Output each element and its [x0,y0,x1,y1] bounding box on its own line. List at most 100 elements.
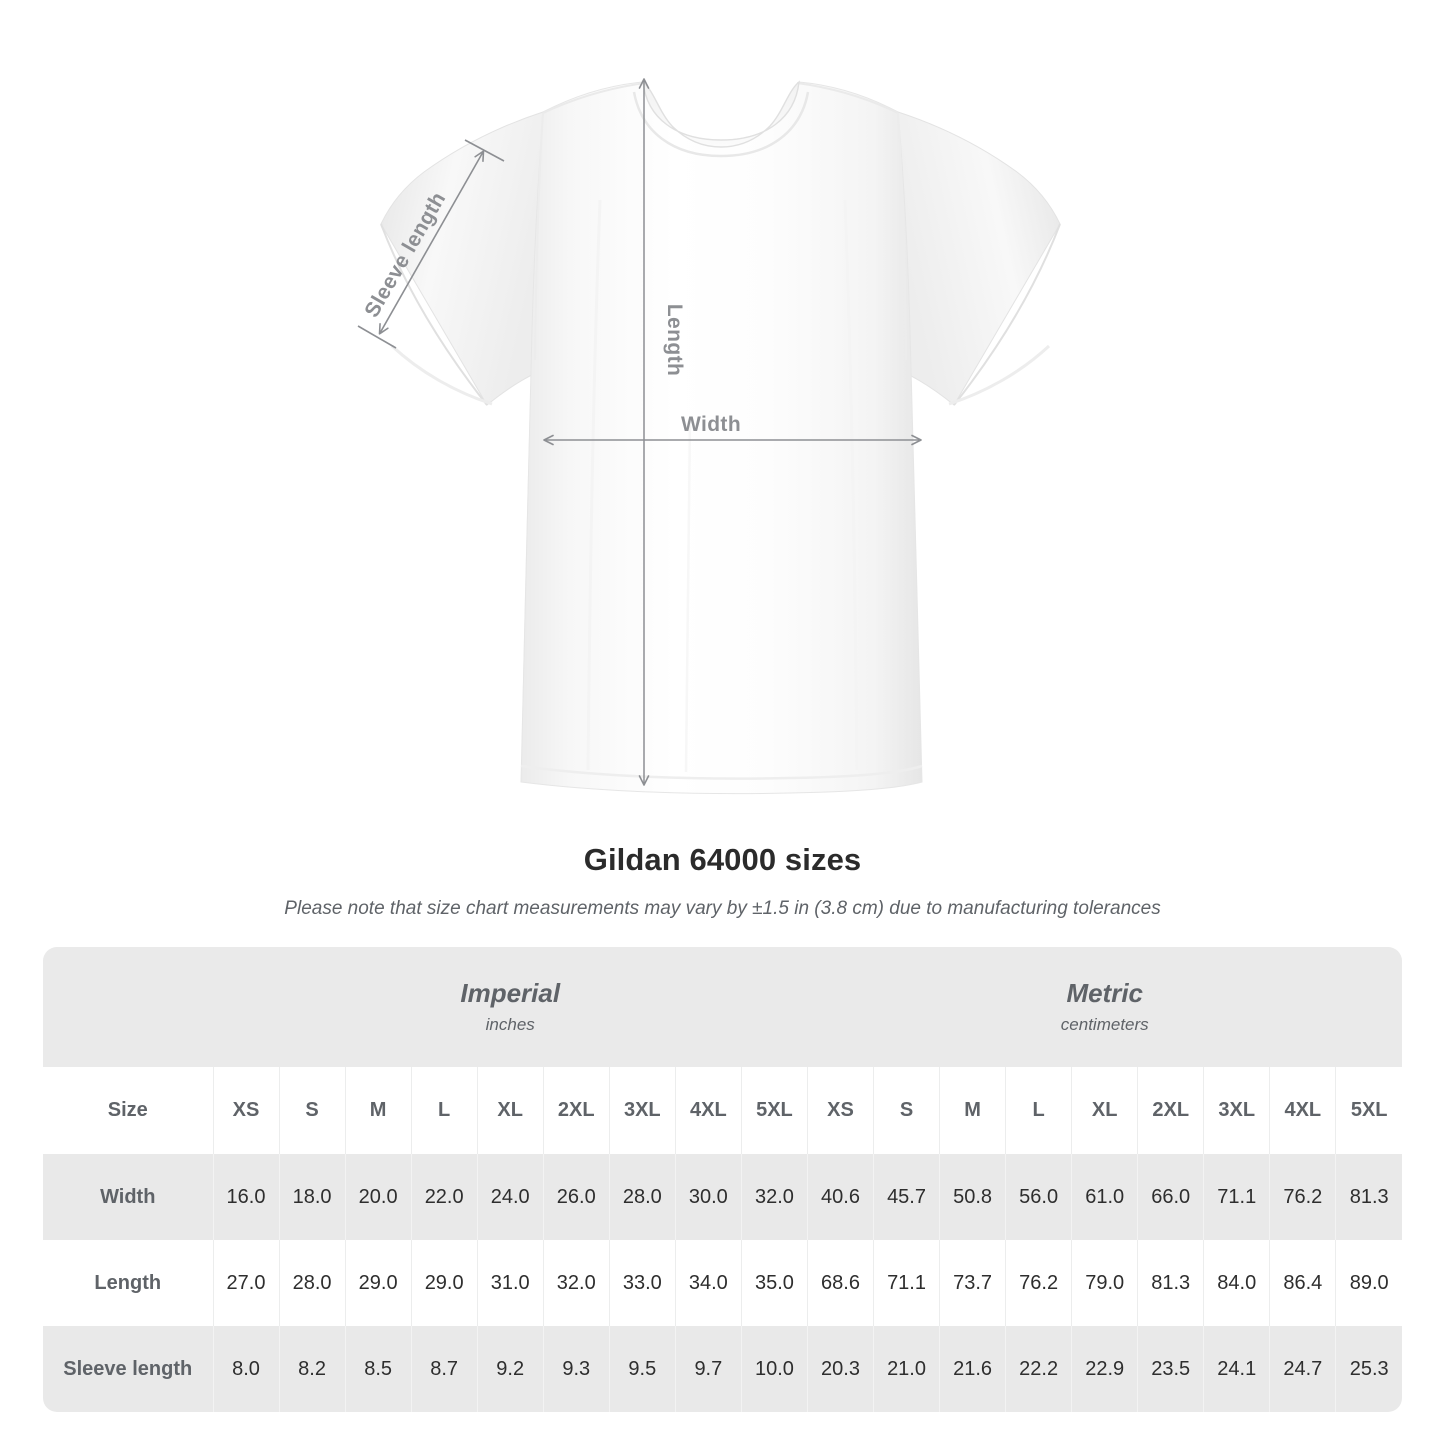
cell-width-metric-5xl: 81.3 [1335,1154,1402,1240]
cell-length-imperial-xl: 31.0 [476,1240,544,1326]
cell-width-imperial-5xl: 32.0 [740,1154,808,1240]
cell-length-imperial-3xl: 33.0 [608,1240,676,1326]
cell-sleeve-imperial-xs: 8.0 [212,1326,280,1412]
size-table-container: Imperial inches Metric centimeters Size … [43,947,1402,1412]
cell-sleeve-metric-4xl: 24.7 [1269,1326,1336,1412]
size-col-imperial-m: M [344,1067,412,1154]
cell-length-metric-m: 73.7 [939,1240,1006,1326]
cell-width-metric-xl: 61.0 [1071,1154,1138,1240]
cell-width-metric-3xl: 71.1 [1203,1154,1270,1240]
cell-sleeve-metric-xl: 22.9 [1071,1326,1138,1412]
measurement-note: Please note that size chart measurements… [284,898,1161,919]
unit-group-imperial: Imperial inches [213,947,808,1067]
size-col-imperial-3xl: 3XL [608,1067,676,1154]
unit-group-imperial-sub: inches [485,1015,535,1034]
cell-length-imperial-l: 29.0 [410,1240,478,1326]
cell-width-metric-m: 50.8 [939,1154,1006,1240]
row-label-length: Length [43,1240,213,1326]
cell-length-metric-3xl: 84.0 [1203,1240,1270,1326]
tshirt-illustration [380,80,1061,795]
table-row: Width 16.0 18.0 20.0 22.0 24.0 26.0 28.0… [43,1154,1402,1240]
cell-length-imperial-xs: 27.0 [212,1240,280,1326]
cell-length-imperial-5xl: 35.0 [740,1240,808,1326]
cell-width-metric-4xl: 76.2 [1269,1154,1336,1240]
cell-width-imperial-4xl: 30.0 [674,1154,742,1240]
cell-sleeve-imperial-m: 8.5 [344,1326,412,1412]
cell-sleeve-metric-m: 21.6 [939,1326,1006,1412]
size-col-imperial-s: S [278,1067,346,1154]
size-col-metric-5xl: 5XL [1335,1067,1402,1154]
right-sleeve [897,111,1061,406]
size-col-metric-3xl: 3XL [1203,1067,1270,1154]
sleeve-length-arrow [378,150,485,335]
unit-group-metric-name: Metric [1066,978,1144,1008]
title-block: Gildan 64000 sizes Please note that size… [0,840,1445,922]
size-col-imperial-xs: XS [212,1067,280,1154]
sleeve-tick-top [464,139,505,162]
table-row: Length 27.0 28.0 29.0 29.0 31.0 32.0 33.… [43,1240,1402,1326]
cell-width-metric-s: 45.7 [873,1154,940,1240]
size-col-imperial-4xl: 4XL [674,1067,742,1154]
unit-group-header-row: Imperial inches Metric centimeters [43,947,1402,1067]
cell-sleeve-metric-5xl: 25.3 [1335,1326,1402,1412]
size-header-label: Size [43,1067,213,1154]
size-col-metric-s: S [873,1067,940,1154]
cell-length-metric-xl: 79.0 [1071,1240,1138,1326]
unit-group-imperial-name: Imperial [460,978,561,1008]
cell-sleeve-metric-xs: 20.3 [806,1326,874,1412]
size-col-metric-m: M [939,1067,1006,1154]
length-label: Length [663,304,686,376]
tshirt-diagram: Sleeve length Length Width [357,78,1061,795]
cell-sleeve-imperial-xl: 9.2 [476,1326,544,1412]
size-col-metric-2xl: 2XL [1137,1067,1204,1154]
cell-sleeve-metric-2xl: 23.5 [1137,1326,1204,1412]
row-label-width: Width [43,1154,213,1240]
width-label: Width [681,413,741,436]
cell-width-metric-l: 56.0 [1005,1154,1072,1240]
size-table: Imperial inches Metric centimeters Size … [43,947,1402,1412]
cell-sleeve-imperial-3xl: 9.5 [608,1326,676,1412]
size-col-imperial-xl: XL [476,1067,544,1154]
length-dimension: Length [638,78,686,786]
cell-sleeve-imperial-4xl: 9.7 [674,1326,742,1412]
cell-length-metric-xs: 68.6 [806,1240,874,1326]
sleeve-tick-bottom [357,325,397,349]
cell-width-imperial-3xl: 28.0 [608,1154,676,1240]
size-col-imperial-l: L [410,1067,478,1154]
cell-width-imperial-s: 18.0 [278,1154,346,1240]
cell-length-metric-2xl: 81.3 [1137,1240,1204,1326]
size-col-metric-xl: XL [1071,1067,1138,1154]
size-col-metric-4xl: 4XL [1269,1067,1336,1154]
size-header-row: Size XS S M L XL 2XL 3XL 4XL 5XL XS S M … [43,1067,1402,1154]
table-row: Sleeve length 8.0 8.2 8.5 8.7 9.2 9.3 9.… [43,1326,1402,1412]
tshirt-body [520,81,923,795]
cell-width-metric-2xl: 66.0 [1137,1154,1204,1240]
cell-width-imperial-xs: 16.0 [212,1154,280,1240]
cell-length-metric-5xl: 89.0 [1335,1240,1402,1326]
cell-length-imperial-4xl: 34.0 [674,1240,742,1326]
cell-width-imperial-l: 22.0 [410,1154,478,1240]
cell-length-metric-4xl: 86.4 [1269,1240,1336,1326]
cell-sleeve-metric-s: 21.0 [873,1326,940,1412]
cell-length-imperial-2xl: 32.0 [542,1240,610,1326]
cell-length-metric-s: 71.1 [873,1240,940,1326]
cell-length-metric-l: 76.2 [1005,1240,1072,1326]
cell-width-imperial-xl: 24.0 [476,1154,544,1240]
size-col-imperial-5xl: 5XL [740,1067,808,1154]
cell-length-imperial-m: 29.0 [344,1240,412,1326]
unit-group-metric-sub: centimeters [1060,1015,1149,1034]
size-col-metric-xs: XS [806,1067,874,1154]
collar [642,80,800,148]
cell-sleeve-imperial-s: 8.2 [278,1326,346,1412]
unit-header-spacer [43,947,213,1067]
cell-sleeve-metric-3xl: 24.1 [1203,1326,1270,1412]
unit-group-metric: Metric centimeters [807,947,1402,1067]
cell-sleeve-imperial-5xl: 10.0 [740,1326,808,1412]
cell-width-imperial-m: 20.0 [344,1154,412,1240]
width-dimension: Width [543,413,922,446]
cell-width-metric-xs: 40.6 [806,1154,874,1240]
size-col-imperial-2xl: 2XL [542,1067,610,1154]
cell-sleeve-imperial-2xl: 9.3 [542,1326,610,1412]
cell-length-imperial-s: 28.0 [278,1240,346,1326]
cell-width-imperial-2xl: 26.0 [542,1154,610,1240]
